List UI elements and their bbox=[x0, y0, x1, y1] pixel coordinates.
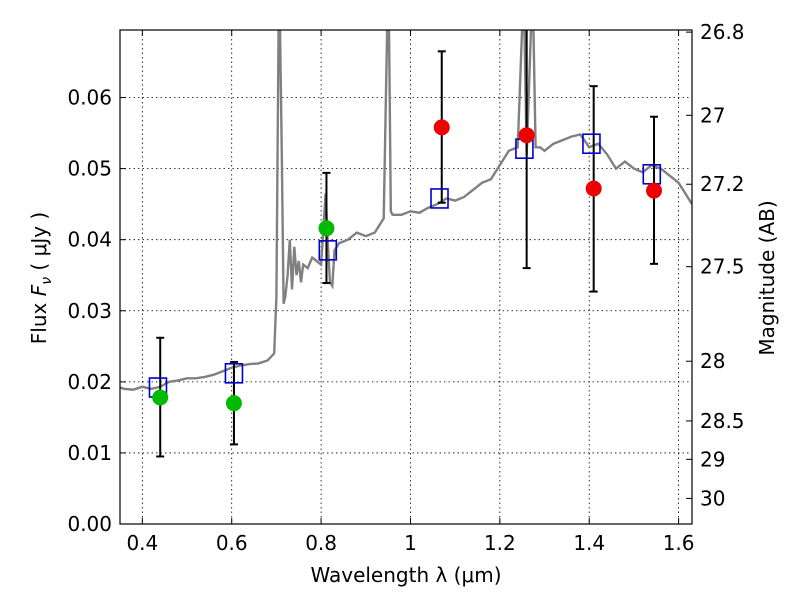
circle-marker bbox=[152, 389, 169, 406]
circle-marker bbox=[225, 395, 242, 412]
circle-marker bbox=[646, 182, 663, 199]
plot-frame bbox=[119, 29, 693, 525]
y-tick-label: 0.05 bbox=[67, 157, 112, 181]
x-tick-label: 1.2 bbox=[484, 531, 516, 555]
y-label-sub: ν bbox=[39, 277, 55, 285]
x-axis-label: Wavelength λ (μm) bbox=[310, 563, 501, 587]
y2-tick-label: 28.5 bbox=[700, 409, 745, 433]
sed-model-layer bbox=[120, 30, 692, 391]
y-tick-label: 0.03 bbox=[67, 299, 112, 323]
y2-tick-label: 30 bbox=[700, 486, 725, 510]
square-marker bbox=[582, 133, 601, 155]
y-tick-label: 0.00 bbox=[67, 512, 112, 536]
sed-model-line bbox=[120, 30, 692, 391]
y2-tick-label: 27.2 bbox=[700, 172, 745, 196]
y-label-unit: μJy ) bbox=[27, 212, 51, 257]
square-marker bbox=[224, 363, 244, 384]
y2-axis-label: Magnitude (AB) bbox=[755, 200, 779, 355]
y2-tick-label: 27.5 bbox=[700, 255, 745, 279]
x-tick-label: 0.4 bbox=[126, 531, 158, 555]
y-label-prefix: Flux bbox=[27, 296, 51, 344]
x-tick-label: 1.6 bbox=[663, 531, 695, 555]
y2-tick-label: 29 bbox=[700, 447, 725, 471]
y2-tick-label: 28 bbox=[700, 349, 725, 373]
square-marker bbox=[430, 188, 449, 209]
y-tick-label: 0.01 bbox=[67, 441, 112, 465]
y2-tick-label: 26.8 bbox=[700, 20, 745, 44]
y-label-mid: ( bbox=[27, 256, 51, 277]
errorbar-layer bbox=[156, 30, 659, 458]
circle-marker bbox=[433, 119, 450, 136]
y-label-var: F bbox=[27, 284, 51, 296]
y-tick-label: 0.02 bbox=[67, 370, 112, 394]
circle-marker bbox=[585, 180, 602, 197]
square-marker bbox=[318, 240, 338, 261]
y-tick-label: 0.04 bbox=[67, 228, 112, 252]
ticks: 0.4 0.6 0.8 1 1.2 1.4 1.6 0.00 0.01 0.02 0.03 0.04 0… bbox=[67, 20, 744, 555]
points-layer bbox=[148, 119, 663, 412]
y-tick-label: 0.06 bbox=[67, 86, 112, 110]
y-axis-label: Flux Fν ( μJy ) bbox=[27, 212, 55, 344]
y2-tick-label: 27 bbox=[700, 103, 725, 127]
circle-marker bbox=[318, 220, 335, 237]
grid bbox=[120, 30, 692, 525]
x-tick-label: 0.8 bbox=[305, 531, 337, 555]
circle-marker bbox=[518, 127, 535, 144]
x-tick-label: 1 bbox=[404, 531, 417, 555]
x-tick-label: 1.4 bbox=[573, 531, 605, 555]
x-tick-label: 0.6 bbox=[216, 531, 248, 555]
